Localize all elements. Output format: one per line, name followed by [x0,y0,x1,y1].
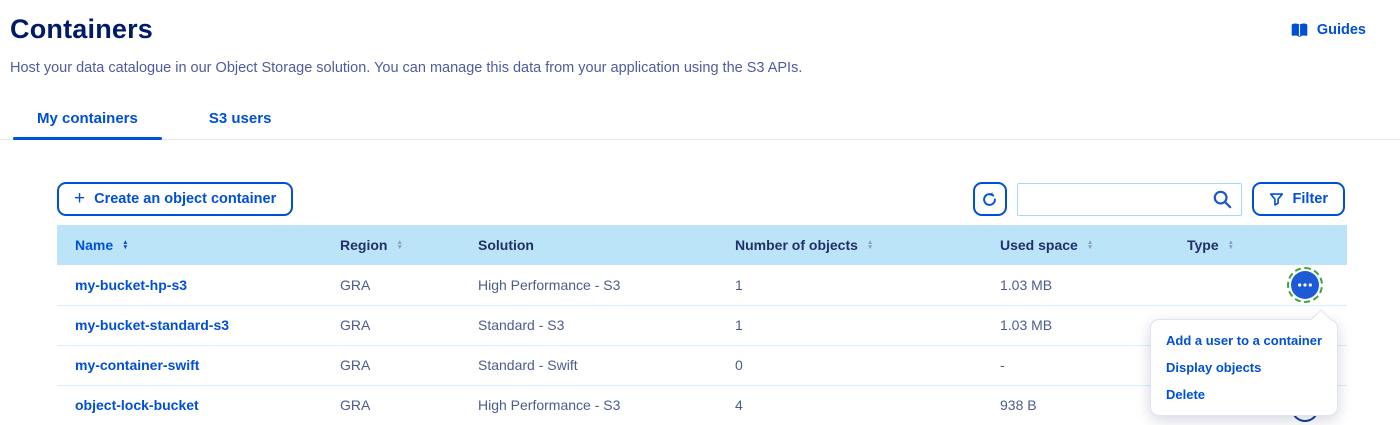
guides-label: Guides [1316,22,1366,38]
column-header-solution: Solution [460,225,717,265]
used-space-cell: 938 B [982,385,1169,425]
menu-item-add-user[interactable]: Add a user to a container [1166,333,1323,348]
container-name-link[interactable]: object-lock-bucket [57,385,322,425]
menu-item-display-objects[interactable]: Display objects [1166,360,1262,375]
objects-cell: 1 [717,265,982,306]
objects-cell: 0 [717,345,982,386]
solution-cell: Standard - Swift [460,345,717,386]
used-space-cell: 1.03 MB [982,265,1169,306]
region-cell: GRA [322,345,460,386]
column-header-region[interactable]: Region ▲ ▼ [322,225,460,265]
tab-s3-users[interactable]: S3 users [208,110,272,127]
table-header-row: Name ▲ ▼ Region ▲ ▼ Solution Number of obj… [57,225,1347,265]
objects-cell: 4 [717,385,982,425]
region-cell: GRA [322,385,460,425]
filter-label: Filter [1292,191,1328,207]
page-title: Containers [10,14,154,44]
table-toolbar: + Create an object container [57,182,1345,216]
container-name-link[interactable]: my-bucket-hp-s3 [57,265,322,306]
container-name-link[interactable]: my-container-swift [57,345,322,386]
row-actions-context-menu: Add a user to a container Display object… [1150,309,1338,416]
container-name-link[interactable]: my-bucket-standard-s3 [57,305,322,346]
column-header-used-space[interactable]: Used space ▲ ▼ [982,225,1169,265]
filter-funnel-icon [1269,192,1284,207]
region-cell: GRA [322,265,460,306]
objects-cell: 1 [717,305,982,346]
sort-icon[interactable]: ▲ ▼ [122,239,129,251]
solution-cell: High Performance - S3 [460,265,717,306]
sort-icon[interactable]: ▲ ▼ [866,239,874,251]
refresh-button[interactable] [972,182,1007,216]
region-cell: GRA [322,305,460,346]
guides-link[interactable]: Guides [1290,22,1366,38]
used-space-cell: - [982,345,1169,386]
page-subtitle: Host your data catalogue in our Object S… [10,60,803,76]
create-container-button[interactable]: + Create an object container [57,182,294,216]
table-row: my-bucket-hp-s3 GRA High Performance - S… [57,265,1347,306]
solution-cell: Standard - S3 [460,305,717,346]
book-icon [1290,22,1309,38]
filter-button[interactable]: Filter [1251,182,1345,216]
search-field-wrapper [1016,182,1242,216]
column-header-actions [1262,225,1347,265]
search-icon[interactable] [1212,189,1233,210]
type-cell [1169,265,1262,306]
plus-icon: + [74,187,86,209]
refresh-icon [981,191,998,208]
row-actions-button-active[interactable] [1286,266,1323,303]
column-header-objects[interactable]: Number of objects ▲ ▼ [717,225,982,265]
used-space-cell: 1.03 MB [982,305,1169,346]
tab-bar: My containers S3 users [0,110,1400,140]
column-header-name[interactable]: Name ▲ ▼ [57,225,322,265]
tab-my-containers[interactable]: My containers [13,110,162,140]
toolbar-right-group: Filter [972,182,1345,216]
search-input[interactable] [1016,182,1242,216]
sort-icon[interactable]: ▲ ▼ [1227,239,1235,251]
page-header: Containers Guides Host your data catalog… [0,0,1400,76]
column-header-type[interactable]: Type ▲ ▼ [1169,225,1262,265]
sort-icon[interactable]: ▲ ▼ [396,239,403,251]
sort-icon[interactable]: ▲ ▼ [1086,239,1094,251]
menu-item-delete[interactable]: Delete [1166,387,1206,402]
ellipsis-icon [1297,282,1313,288]
solution-cell: High Performance - S3 [460,385,717,425]
create-container-label: Create an object container [94,191,277,207]
